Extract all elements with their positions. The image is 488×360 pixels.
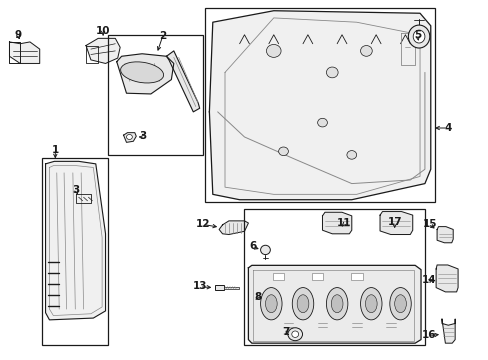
- Ellipse shape: [266, 44, 281, 57]
- Bar: [42, 158, 108, 345]
- Polygon shape: [86, 39, 120, 63]
- Ellipse shape: [326, 288, 347, 320]
- Text: 15: 15: [422, 219, 436, 229]
- Text: 7: 7: [282, 327, 289, 337]
- Text: 5: 5: [413, 31, 420, 40]
- Ellipse shape: [360, 288, 381, 320]
- Text: 10: 10: [96, 26, 110, 36]
- Text: 16: 16: [421, 330, 435, 340]
- Polygon shape: [441, 319, 454, 343]
- Ellipse shape: [326, 67, 337, 78]
- Ellipse shape: [360, 45, 371, 56]
- Ellipse shape: [407, 25, 429, 48]
- Bar: [108, 35, 203, 155]
- Polygon shape: [219, 221, 248, 234]
- Ellipse shape: [330, 295, 342, 313]
- Ellipse shape: [292, 288, 313, 320]
- Text: 11: 11: [337, 218, 351, 228]
- Polygon shape: [436, 226, 452, 243]
- Text: 6: 6: [249, 241, 256, 251]
- Polygon shape: [9, 42, 40, 63]
- Bar: [205, 8, 434, 202]
- Ellipse shape: [278, 147, 288, 156]
- Text: 14: 14: [421, 275, 435, 285]
- Ellipse shape: [365, 295, 376, 313]
- Ellipse shape: [265, 295, 277, 313]
- Polygon shape: [45, 161, 105, 320]
- Text: 12: 12: [195, 219, 210, 229]
- Ellipse shape: [121, 62, 163, 83]
- Ellipse shape: [291, 331, 298, 337]
- Polygon shape: [117, 54, 173, 94]
- Bar: [350, 273, 362, 280]
- Text: 8: 8: [254, 292, 261, 302]
- Ellipse shape: [412, 30, 424, 43]
- Ellipse shape: [260, 288, 282, 320]
- Polygon shape: [166, 51, 199, 112]
- Ellipse shape: [297, 295, 308, 313]
- Ellipse shape: [260, 245, 270, 255]
- Polygon shape: [435, 265, 457, 292]
- Bar: [272, 273, 284, 280]
- Polygon shape: [248, 265, 420, 343]
- Text: 9: 9: [15, 30, 22, 40]
- Text: 13: 13: [192, 281, 206, 291]
- Text: 3: 3: [139, 131, 146, 141]
- Bar: [224, 287, 238, 289]
- Polygon shape: [209, 11, 430, 200]
- Bar: [244, 209, 424, 345]
- Bar: [311, 273, 323, 280]
- Bar: [215, 285, 224, 290]
- Text: 17: 17: [386, 217, 401, 227]
- Ellipse shape: [346, 150, 356, 159]
- Polygon shape: [123, 133, 136, 142]
- Text: 4: 4: [443, 123, 450, 133]
- Ellipse shape: [126, 134, 132, 139]
- Text: 1: 1: [52, 144, 59, 154]
- Text: 3: 3: [73, 185, 80, 195]
- Polygon shape: [379, 212, 412, 234]
- Text: 2: 2: [159, 31, 166, 41]
- Ellipse shape: [389, 288, 410, 320]
- Polygon shape: [322, 212, 351, 234]
- Ellipse shape: [317, 118, 327, 127]
- Ellipse shape: [287, 328, 302, 341]
- Ellipse shape: [394, 295, 406, 313]
